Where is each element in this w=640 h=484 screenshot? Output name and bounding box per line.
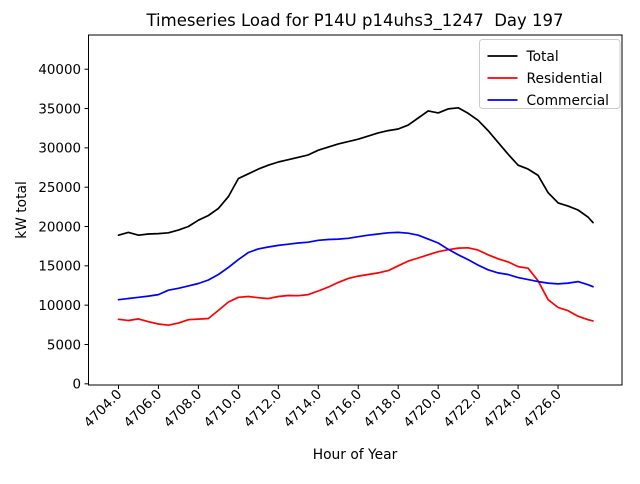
series-line-residential <box>117 246 594 327</box>
x-tick-label-4710.0: 4710.0 <box>201 387 245 431</box>
x-tick-label-4720.0: 4720.0 <box>401 387 445 431</box>
chart-title: Timeseries Load for P14U p14uhs3_1247 Da… <box>145 11 563 31</box>
legend-entry-total: Total <box>487 49 559 65</box>
legend-label-commercial: Commercial <box>527 93 610 109</box>
y-axis-label: kW total <box>14 181 30 239</box>
series-line-commercial <box>117 231 594 301</box>
x-tick-label-4708.0: 4708.0 <box>161 387 205 431</box>
series-line-total <box>117 106 594 237</box>
y-tick-label-0: 0 <box>72 378 81 393</box>
legend: Total Residential Commercial <box>479 39 621 109</box>
y-tick-label-20000: 20000 <box>38 220 81 235</box>
y-tick-label-15000: 15000 <box>38 260 81 275</box>
axes-frame <box>88 34 623 386</box>
legend-label-residential: Residential <box>527 71 603 87</box>
x-tick-label-4714.0: 4714.0 <box>281 387 325 431</box>
x-tick-label-4716.0: 4716.0 <box>321 387 365 431</box>
x-tick-label-4724.0: 4724.0 <box>481 387 525 431</box>
y-tick-label-30000: 30000 <box>38 142 81 157</box>
legend-entry-residential: Residential <box>487 71 603 87</box>
legend-label-total: Total <box>526 49 559 65</box>
y-tick-label-40000: 40000 <box>38 63 81 78</box>
x-tick-label-4726.0: 4726.0 <box>521 387 565 431</box>
y-tick-label-25000: 25000 <box>38 181 81 196</box>
x-tick-label-4712.0: 4712.0 <box>241 387 285 431</box>
x-tick-label-4706.0: 4706.0 <box>122 387 166 431</box>
x-tick-label-4718.0: 4718.0 <box>361 387 405 431</box>
y-tick-label-5000: 5000 <box>47 338 81 353</box>
y-tick-label-35000: 35000 <box>38 102 81 117</box>
x-tick-label-4704.0: 4704.0 <box>82 387 126 431</box>
x-axis-label: Hour of Year <box>313 447 398 463</box>
x-tick-label-4722.0: 4722.0 <box>441 387 485 431</box>
legend-entry-commercial: Commercial <box>487 93 610 109</box>
y-tick-label-10000: 10000 <box>38 299 81 314</box>
